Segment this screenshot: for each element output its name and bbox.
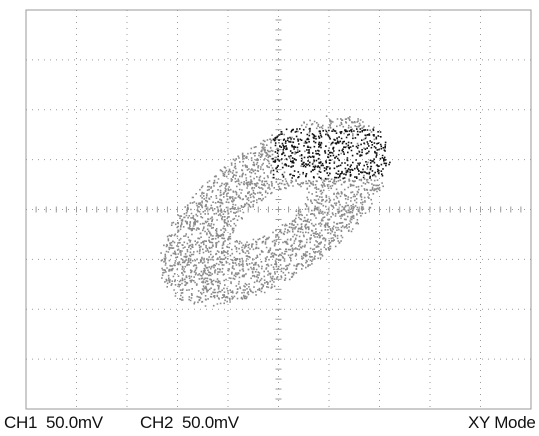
ch2-scale-value: 50.0mV [181, 413, 239, 432]
ch1-label: CH1 [4, 413, 38, 432]
ch1-scale-value: 50.0mV [45, 413, 103, 432]
ch2-label: CH2 [140, 413, 174, 432]
trace-points-gray [160, 115, 384, 307]
graticule-grid [25, 9, 532, 410]
xy-mode-readout: XY Mode [468, 413, 536, 433]
ch1-scale-readout: CH1 50.0mV [4, 413, 103, 433]
trace-points-dark [272, 128, 391, 180]
ch2-scale-readout: CH2 50.0mV [140, 413, 239, 433]
mode-label: XY Mode [468, 413, 536, 432]
xy-trace-plot [160, 115, 391, 307]
